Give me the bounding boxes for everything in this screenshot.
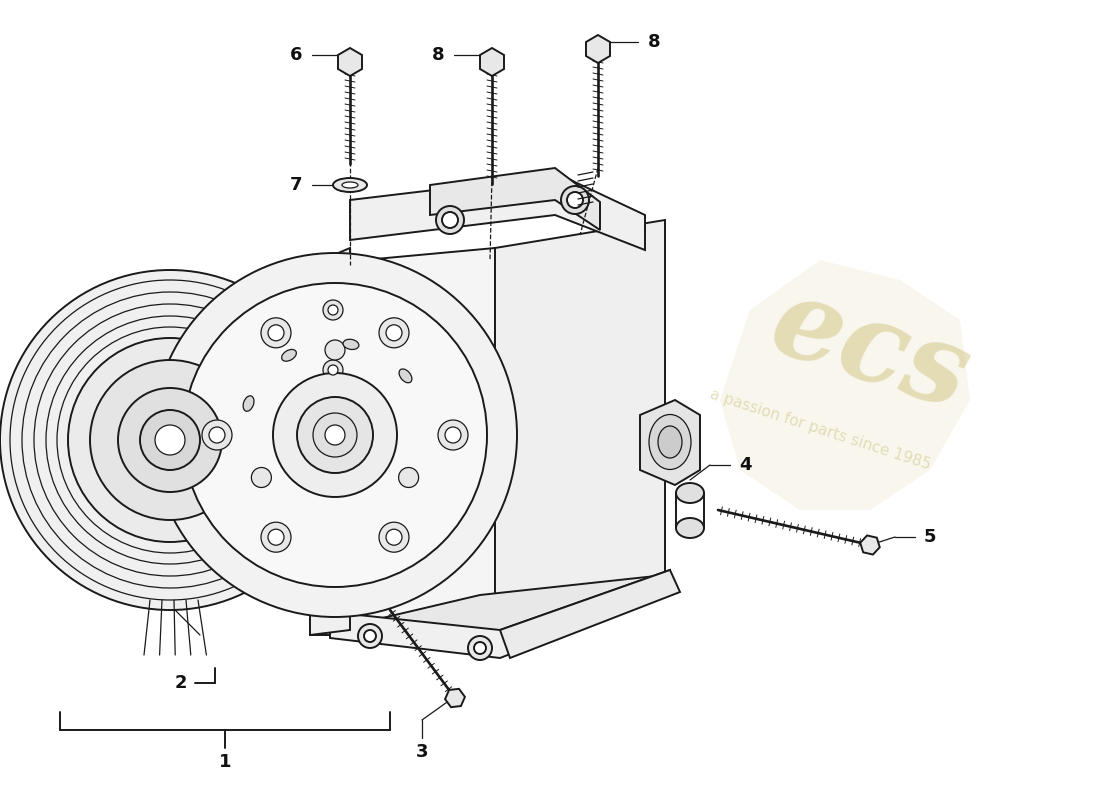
Polygon shape: [330, 570, 670, 658]
Polygon shape: [446, 689, 465, 707]
Text: 2: 2: [175, 674, 187, 692]
Ellipse shape: [676, 483, 704, 503]
Polygon shape: [500, 570, 680, 658]
Text: 3: 3: [416, 743, 428, 761]
Circle shape: [446, 427, 461, 443]
Circle shape: [202, 420, 232, 450]
Circle shape: [268, 325, 284, 341]
Ellipse shape: [282, 350, 296, 362]
Text: 1: 1: [219, 753, 231, 771]
Circle shape: [566, 192, 583, 208]
Circle shape: [323, 360, 343, 380]
Text: 7: 7: [289, 176, 302, 194]
Polygon shape: [480, 48, 504, 76]
Circle shape: [328, 365, 338, 375]
Circle shape: [386, 325, 402, 341]
Circle shape: [155, 425, 185, 455]
Circle shape: [561, 186, 588, 214]
Circle shape: [183, 283, 487, 587]
Circle shape: [153, 253, 517, 617]
Ellipse shape: [342, 182, 358, 188]
Text: 4: 4: [739, 456, 751, 474]
Circle shape: [261, 318, 292, 348]
Circle shape: [324, 425, 345, 445]
Polygon shape: [495, 220, 666, 635]
Circle shape: [364, 630, 376, 642]
Ellipse shape: [243, 396, 254, 411]
Text: 6: 6: [289, 46, 302, 64]
Polygon shape: [350, 175, 645, 250]
Polygon shape: [310, 248, 495, 635]
Circle shape: [438, 420, 468, 450]
Circle shape: [379, 522, 409, 552]
Ellipse shape: [399, 369, 411, 382]
Circle shape: [314, 413, 358, 457]
Circle shape: [273, 373, 397, 497]
Polygon shape: [586, 35, 611, 63]
Circle shape: [379, 318, 409, 348]
Circle shape: [209, 427, 226, 443]
Circle shape: [398, 467, 419, 487]
Ellipse shape: [658, 426, 682, 458]
Polygon shape: [310, 575, 666, 635]
Text: ecs: ecs: [758, 268, 982, 432]
Circle shape: [442, 212, 458, 228]
Circle shape: [118, 388, 222, 492]
Circle shape: [323, 300, 343, 320]
Circle shape: [468, 636, 492, 660]
Circle shape: [474, 642, 486, 654]
Polygon shape: [720, 260, 970, 510]
Text: a passion for parts since 1985: a passion for parts since 1985: [707, 387, 933, 473]
Polygon shape: [640, 400, 700, 485]
Circle shape: [324, 340, 345, 360]
Circle shape: [297, 397, 373, 473]
Ellipse shape: [333, 178, 367, 192]
Text: 8: 8: [431, 46, 444, 64]
Ellipse shape: [676, 518, 704, 538]
Circle shape: [68, 338, 272, 542]
Circle shape: [0, 270, 340, 610]
Ellipse shape: [343, 339, 359, 350]
Circle shape: [261, 522, 292, 552]
Text: 5: 5: [924, 528, 936, 546]
Polygon shape: [860, 535, 880, 554]
Polygon shape: [310, 248, 350, 635]
Circle shape: [268, 529, 284, 545]
Circle shape: [140, 410, 200, 470]
Circle shape: [328, 305, 338, 315]
Circle shape: [386, 529, 402, 545]
Circle shape: [252, 467, 272, 487]
Ellipse shape: [649, 414, 691, 470]
Polygon shape: [338, 48, 362, 76]
Circle shape: [436, 206, 464, 234]
Text: 8: 8: [648, 33, 660, 51]
Circle shape: [90, 360, 250, 520]
Circle shape: [358, 624, 382, 648]
Polygon shape: [430, 168, 600, 230]
